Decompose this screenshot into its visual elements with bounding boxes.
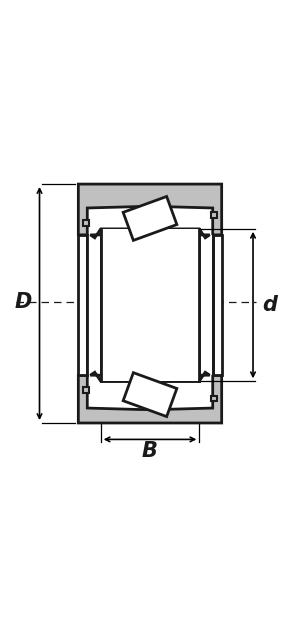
Bar bbox=[82, 220, 89, 226]
Polygon shape bbox=[90, 372, 210, 381]
Polygon shape bbox=[78, 375, 222, 423]
Polygon shape bbox=[123, 372, 177, 417]
Polygon shape bbox=[78, 184, 222, 235]
Text: d: d bbox=[262, 295, 277, 315]
Bar bbox=[211, 396, 217, 401]
Text: B: B bbox=[142, 441, 158, 461]
Polygon shape bbox=[78, 235, 87, 375]
Bar bbox=[211, 212, 217, 218]
Text: D: D bbox=[14, 292, 32, 312]
Polygon shape bbox=[213, 235, 222, 375]
Bar bbox=[88, 235, 212, 375]
Bar bbox=[101, 229, 199, 381]
Polygon shape bbox=[101, 229, 199, 381]
Polygon shape bbox=[123, 196, 177, 241]
Bar bbox=[82, 387, 89, 393]
Polygon shape bbox=[90, 229, 210, 238]
